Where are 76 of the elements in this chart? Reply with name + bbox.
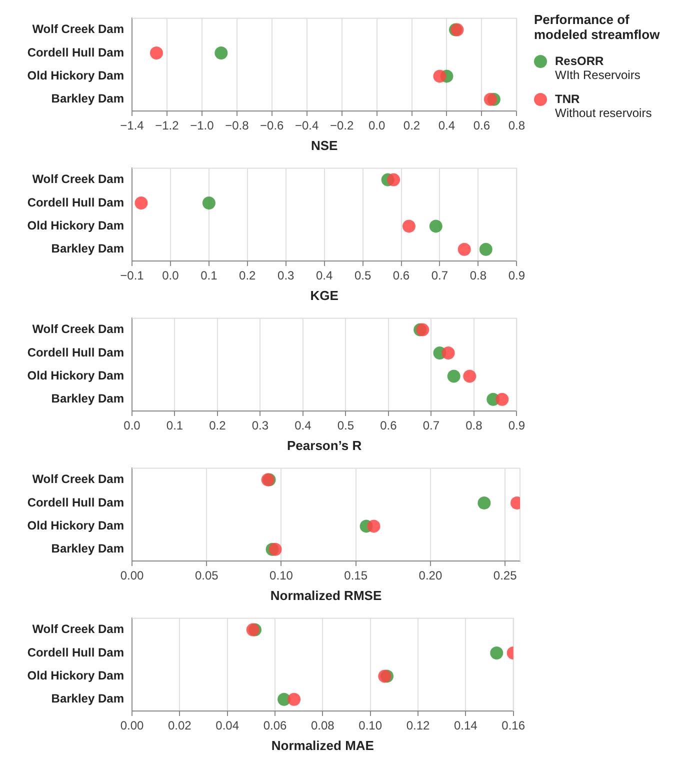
x-tick-label: −0.4 [294, 118, 320, 133]
y-tick-label: Old Hickory Dam [27, 668, 124, 683]
x-tick-label: 0.00 [120, 718, 144, 733]
x-tick-label: 0.2 [209, 418, 226, 433]
y-tick-label: Barkley Dam [51, 692, 124, 706]
x-tick-label: 0.9 [508, 268, 526, 283]
x-tick-label: 0.6 [380, 418, 398, 433]
x-tick-label: −1.2 [155, 118, 180, 133]
x-axis-title: KGE [310, 288, 339, 303]
x-tick-label: 0.12 [406, 718, 430, 733]
x-tick-label: 0.7 [431, 268, 448, 283]
x-tick-label: 0.00 [120, 568, 144, 583]
x-tick-label: 0.3 [278, 268, 295, 283]
x-tick-label: 0.7 [422, 418, 440, 433]
x-tick-label: 0.2 [403, 118, 420, 133]
x-tick-label: 0.04 [216, 718, 240, 733]
y-tick-label: Old Hickory Dam [27, 68, 124, 83]
x-tick-label: −0.8 [225, 118, 250, 133]
x-tick-label: −0.2 [330, 118, 354, 133]
x-tick-label: 0.5 [354, 268, 372, 283]
x-tick-label: 0.2 [239, 268, 256, 283]
x-tick-label: 0.06 [263, 718, 287, 733]
y-tick-label: Barkley Dam [51, 242, 124, 256]
y-tick-label: Barkley Dam [51, 92, 124, 106]
x-axis-title: Normalized RMSE [270, 588, 382, 603]
y-tick-label: Old Hickory Dam [27, 368, 124, 383]
y-tick-label: Barkley Dam [51, 392, 124, 406]
x-tick-label: −0.6 [260, 118, 284, 133]
y-tick-label: Wolf Creek Dam [32, 322, 124, 336]
y-tick-label: Wolf Creek Dam [32, 22, 124, 36]
y-tick-label: Cordell Hull Dam [27, 45, 124, 60]
x-axis-title: Normalized MAE [271, 738, 374, 753]
y-tick-label: Old Hickory Dam [27, 218, 124, 233]
y-tick-label: Wolf Creek Dam [32, 472, 124, 486]
x-tick-label: 0.1 [200, 268, 218, 283]
x-tick-label: 0.10 [270, 568, 294, 583]
legend-title: Performance of modeled streamflow [534, 12, 661, 42]
x-tick-label: 0.6 [473, 118, 490, 133]
x-tick-label: 0.8 [466, 418, 483, 433]
x-tick-label: 0.4 [316, 268, 333, 283]
x-tick-label: 0.4 [294, 418, 312, 433]
x-tick-label: 0.8 [470, 268, 487, 283]
x-tick-label: −1.4 [120, 118, 144, 133]
x-tick-label: −0.1 [120, 268, 144, 283]
legend-label: TNR Without reservoirs [555, 92, 652, 120]
x-tick-label: 0.9 [508, 418, 526, 433]
x-tick-label: 0.8 [508, 118, 526, 133]
x-tick-label: 0.10 [358, 718, 382, 733]
y-tick-label: Cordell Hull Dam [27, 195, 124, 210]
legend-label: ResORR WIth Reservoirs [555, 54, 640, 82]
y-tick-label: Cordell Hull Dam [27, 345, 124, 360]
x-tick-label: 0.14 [454, 718, 478, 733]
x-axis-title: NSE [310, 138, 338, 153]
x-tick-label: 0.05 [194, 568, 219, 583]
x-tick-label: 0.1 [166, 418, 184, 433]
y-tick-label: Wolf Creek Dam [32, 622, 124, 636]
x-tick-label: 0.16 [502, 718, 526, 733]
x-tick-label: 0.5 [337, 418, 354, 433]
x-axis-title: Pearson’s R [286, 438, 362, 453]
y-tick-label: Cordell Hull Dam [27, 645, 124, 660]
x-tick-label: 0.0 [368, 118, 386, 133]
x-tick-label: 0.4 [438, 118, 456, 133]
x-tick-label: 0.15 [344, 568, 368, 583]
x-tick-label: 0.08 [310, 718, 335, 733]
x-tick-label: −1.0 [190, 118, 214, 133]
y-tick-label: Wolf Creek Dam [32, 172, 124, 186]
x-tick-label: 0.20 [418, 568, 442, 583]
x-tick-label: 0.0 [124, 418, 141, 433]
x-tick-label: 0.0 [162, 268, 180, 283]
y-tick-label: Old Hickory Dam [27, 518, 124, 533]
y-tick-label: Cordell Hull Dam [27, 495, 124, 510]
x-tick-label: 0.3 [252, 418, 269, 433]
x-tick-label: 0.25 [493, 568, 518, 583]
x-tick-label: 0.02 [168, 718, 192, 733]
x-tick-label: 0.6 [392, 268, 410, 283]
y-tick-label: Barkley Dam [51, 542, 124, 556]
